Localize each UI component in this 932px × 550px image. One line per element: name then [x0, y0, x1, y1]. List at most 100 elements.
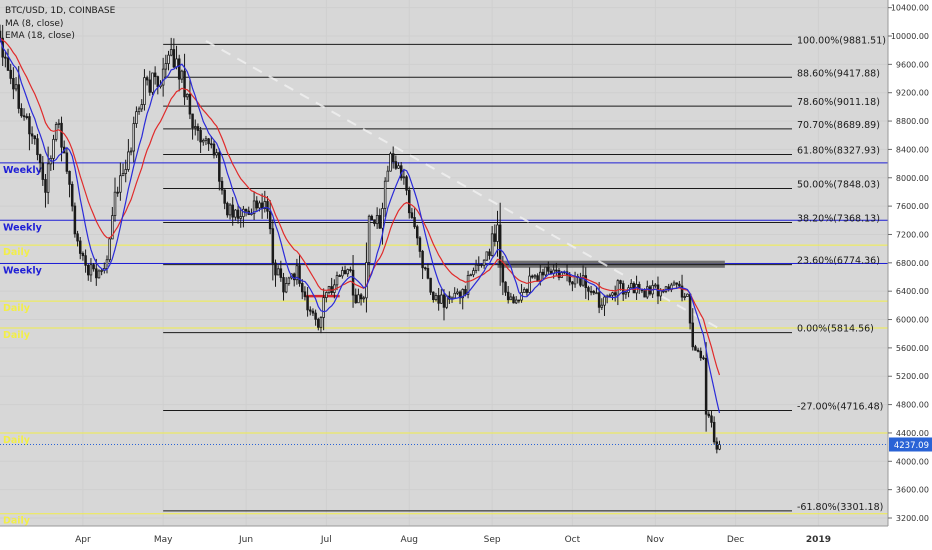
candle-body — [466, 275, 470, 295]
candle-body — [105, 259, 109, 269]
candle — [694, 344, 697, 351]
candle — [426, 263, 430, 280]
candle-body — [672, 282, 676, 286]
candle — [488, 248, 491, 260]
candle-body — [407, 189, 411, 214]
candle-body — [25, 116, 29, 118]
candle-body — [531, 275, 534, 278]
candle-body — [522, 289, 526, 293]
candle-body — [177, 58, 181, 80]
candle-body — [675, 282, 678, 285]
candle-body — [73, 205, 77, 235]
ma-indicator-label[interactable]: MA (8, close) — [5, 18, 64, 29]
candle-body — [276, 268, 280, 276]
candle — [522, 287, 526, 293]
candle-body — [89, 264, 93, 276]
candle-body — [375, 215, 379, 225]
fib-level-label: 78.60%(9011.18) — [797, 97, 880, 108]
candle — [303, 286, 307, 301]
candle — [365, 242, 368, 313]
candle — [512, 294, 515, 304]
candle — [686, 293, 689, 297]
candle-body — [87, 264, 90, 276]
candle-body — [236, 209, 240, 219]
candle — [343, 265, 347, 275]
candle-body — [646, 286, 649, 298]
candle — [6, 48, 10, 72]
candle — [309, 306, 312, 316]
candle — [44, 173, 47, 208]
candle-body — [517, 299, 521, 302]
candle-body — [704, 357, 708, 415]
candle — [696, 347, 700, 353]
candle-body — [587, 287, 590, 292]
candle-body — [215, 152, 218, 156]
candle-body — [533, 275, 537, 278]
candle-body — [78, 240, 82, 254]
candle-body — [506, 291, 510, 301]
time-tick-label: Dec — [727, 535, 744, 545]
candle — [613, 285, 617, 302]
candle-body — [453, 292, 456, 299]
candle-body — [199, 130, 202, 143]
candle — [183, 53, 186, 106]
candle — [242, 205, 245, 228]
candle — [597, 282, 601, 314]
candle-body — [410, 212, 414, 218]
candle-body — [252, 200, 256, 214]
candle — [442, 289, 446, 321]
candle — [533, 274, 537, 280]
candle-body — [683, 296, 686, 298]
candle-body — [271, 228, 275, 264]
candle-body — [22, 115, 26, 118]
candle — [236, 203, 240, 224]
candle-body — [287, 277, 291, 284]
candle-body — [394, 161, 398, 169]
candle-body — [41, 162, 45, 180]
candle — [557, 267, 561, 281]
candle — [298, 254, 301, 287]
symbol-title[interactable]: BTC/USD, 1D, COINBASE — [5, 6, 116, 16]
candle — [675, 282, 678, 288]
price-axis[interactable]: 10400.00 10000.00 9600.00 9200.00 8800.00 840… — [887, 0, 932, 550]
candle-body — [164, 63, 168, 70]
candle — [199, 126, 202, 154]
candle — [654, 283, 657, 289]
time-axis[interactable]: Apr May Jun Jul Aug Sep Oct Nov Dec 2019 — [0, 525, 888, 550]
weekly-level-label: Weekly — [3, 165, 43, 176]
candle-body — [418, 237, 422, 252]
candle — [514, 296, 518, 304]
candle-body — [311, 310, 315, 314]
candle-body — [691, 322, 695, 348]
candle-body — [710, 415, 713, 423]
candle — [263, 190, 267, 213]
candle — [202, 138, 205, 146]
candle-body — [193, 126, 197, 129]
candle — [127, 139, 130, 172]
candle — [555, 262, 558, 276]
weekly-level-label: Weekly — [3, 266, 43, 277]
price-tick-label: 4000.00 — [896, 457, 929, 466]
candle-body — [44, 179, 47, 193]
candle — [46, 146, 50, 205]
candle-body — [405, 176, 408, 191]
candle-body — [0, 30, 2, 39]
candle — [25, 113, 29, 120]
candle-body — [127, 151, 130, 170]
ema-indicator-label[interactable]: EMA (18, close) — [5, 31, 75, 41]
candle — [84, 249, 87, 273]
candle-body — [148, 79, 152, 93]
candle-body — [654, 284, 657, 287]
candle — [394, 155, 398, 170]
fib-level-label: 70.70%(8689.89) — [797, 120, 880, 131]
candle-body — [571, 281, 574, 285]
candle — [167, 50, 170, 71]
candle — [14, 77, 18, 92]
candle — [415, 224, 419, 246]
candle — [531, 274, 534, 279]
candle — [434, 292, 438, 302]
candle-body — [292, 273, 296, 281]
candle — [397, 162, 400, 169]
candle — [477, 256, 481, 272]
